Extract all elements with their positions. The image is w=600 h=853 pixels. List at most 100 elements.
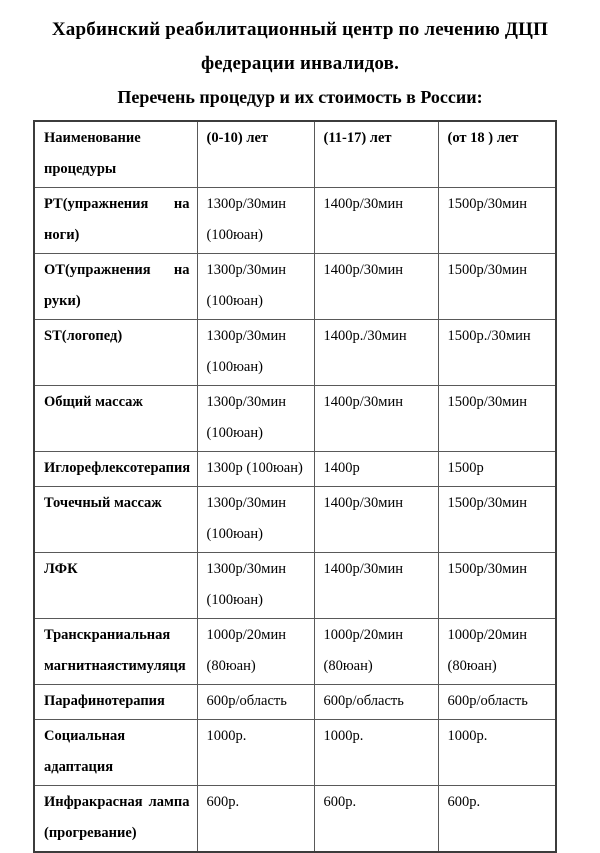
procedure-cell: Инфракрасная лампа (прогревание) bbox=[33, 785, 198, 853]
price-cell-age-11-17: 1400р bbox=[313, 451, 439, 487]
price-cell-age-0-10: 1300р/30мин (100юан) bbox=[196, 552, 315, 619]
price-cell-age-11-17: 1400р/30мин bbox=[313, 552, 439, 619]
cell-line: (100юан) bbox=[206, 425, 263, 441]
cell-line: руки) bbox=[44, 293, 81, 309]
procedure-cell: Транскраниальная магнитнаястимуляця bbox=[33, 618, 198, 685]
cell-line: 1400р/30мин bbox=[323, 561, 403, 577]
price-cell-age-18-plus: 1500р/30мин bbox=[437, 486, 557, 553]
procedure-cell: ОТ(упражнения на руки) bbox=[33, 253, 198, 320]
cell-line: (80юан) bbox=[206, 658, 256, 674]
cell-line: 1500р/30мин bbox=[447, 262, 527, 278]
procedure-cell: Парафинотерапия bbox=[33, 684, 198, 720]
cell-line: (прогревание) bbox=[44, 825, 137, 841]
cell-line: 1000р/20мин bbox=[323, 627, 403, 643]
column-header-age-11-17: (11-17) лет bbox=[313, 120, 439, 188]
header-row: Наименование процедуры (0-10) лет (11-17) л… bbox=[33, 120, 557, 188]
price-cell-age-18-plus: 600р. bbox=[437, 785, 557, 853]
cell-line: 1300р (100юан) bbox=[206, 460, 303, 476]
price-cell-age-11-17: 1400р/30мин bbox=[313, 385, 439, 452]
cell-line: 600р. bbox=[206, 794, 240, 810]
cell-line: 1500р./30мин bbox=[447, 328, 531, 344]
cell-line: 1500р/30мин bbox=[447, 196, 527, 212]
table-row: ОТ(упражнения на руки) 1300р/30мин (100юан)… bbox=[33, 253, 557, 320]
table-row: Парафинотерапия 600р/область 600р/область 6… bbox=[33, 684, 557, 720]
price-cell-age-11-17: 1000р/20мин (80юан) bbox=[313, 618, 439, 685]
page-subtitle: Перечень процедур и их стоимость в Росси… bbox=[117, 87, 483, 107]
cell-line: 1400р/30мин bbox=[323, 495, 403, 511]
price-cell-age-11-17: 1400р/30мин bbox=[313, 486, 439, 553]
cell-line: 1000р/20мин bbox=[447, 627, 527, 643]
table-row: Иглорефлексотерапия 1300р (100юан) 1400р 15… bbox=[33, 451, 557, 487]
cell-line: 1500р bbox=[447, 460, 484, 476]
cell-line: РТ(упражнения на bbox=[44, 196, 190, 212]
cell-line: Общий массаж bbox=[44, 394, 143, 410]
cell-line: (80юан) bbox=[447, 658, 497, 674]
price-cell-age-18-plus: 1000р/20мин (80юан) bbox=[437, 618, 557, 685]
price-cell-age-0-10: 600р. bbox=[196, 785, 315, 853]
procedure-cell: РТ(упражнения на ноги) bbox=[33, 187, 198, 254]
cell-line: (100юан) bbox=[206, 359, 263, 375]
price-cell-age-18-plus: 1500р/30мин bbox=[437, 253, 557, 320]
cell-line: 1300р/30мин bbox=[206, 196, 286, 212]
table-row: ST(логопед) 1300р/30мин (100юан) 1400р./30м… bbox=[33, 319, 557, 386]
cell-line: Точечный массаж bbox=[44, 495, 162, 511]
cell-line: 600р/область bbox=[206, 693, 287, 709]
cell-line: 1300р/30мин bbox=[206, 561, 286, 577]
cell-line: 1300р/30мин bbox=[206, 262, 286, 278]
cell-line: ST(логопед) bbox=[44, 328, 123, 344]
cell-line: ОТ(упражнения на bbox=[44, 262, 190, 278]
price-table: Наименование процедуры (0-10) лет (11-17) л… bbox=[33, 120, 557, 853]
table-row: РТ(упражнения на ноги) 1300р/30мин (100юан)… bbox=[33, 187, 557, 254]
cell-line: 1400р./30мин bbox=[323, 328, 407, 344]
cell-line: 1400р bbox=[323, 460, 360, 476]
price-cell-age-18-plus: 600р/область bbox=[437, 684, 557, 720]
cell-line: 1300р/30мин bbox=[206, 328, 286, 344]
cell-line: (100юан) bbox=[206, 293, 263, 309]
cell-line: (100юан) bbox=[206, 227, 263, 243]
price-cell-age-11-17: 600р/область bbox=[313, 684, 439, 720]
cell-line: 600р. bbox=[447, 794, 481, 810]
cell-line: Социальная bbox=[44, 728, 126, 744]
cell-line: 1400р/30мин bbox=[323, 262, 403, 278]
cell-line: 600р/область bbox=[323, 693, 404, 709]
table-row: Инфракрасная лампа (прогревание) 600р. 600р… bbox=[33, 785, 557, 853]
price-cell-age-0-10: 1300р/30мин (100юан) bbox=[196, 385, 315, 452]
table-row: Транскраниальная магнитнаястимуляця 1000р/… bbox=[33, 618, 557, 685]
cell-line: ноги) bbox=[44, 227, 80, 243]
page-title-line2: федерации инвалидов. bbox=[200, 53, 400, 74]
cell-line: адаптация bbox=[44, 759, 114, 775]
price-cell-age-0-10: 1000р/20мин (80юан) bbox=[196, 618, 315, 685]
procedure-cell: ST(логопед) bbox=[33, 319, 198, 386]
price-cell-age-18-plus: 1500р./30мин bbox=[437, 319, 557, 386]
price-cell-age-0-10: 1300р (100юан) bbox=[196, 451, 315, 487]
procedure-cell: Иглорефлексотерапия bbox=[33, 451, 198, 487]
cell-line: Парафинотерапия bbox=[44, 693, 165, 709]
price-cell-age-0-10: 1300р/30мин (100юан) bbox=[196, 253, 315, 320]
price-cell-age-11-17: 1000р. bbox=[313, 719, 439, 786]
price-cell-age-0-10: 1300р/30мин (100юан) bbox=[196, 486, 315, 553]
procedure-cell: ЛФК bbox=[33, 552, 198, 619]
table-row: ЛФК 1300р/30мин (100юан) 1400р/30мин 1500р/3… bbox=[33, 552, 557, 619]
cell-line: (от 18 ) лет bbox=[447, 130, 519, 146]
price-cell-age-0-10: 1300р/30мин (100юан) bbox=[196, 187, 315, 254]
cell-line: 600р. bbox=[323, 794, 357, 810]
cell-line: 1500р/30мин bbox=[447, 495, 527, 511]
procedure-cell: Социальная адаптация bbox=[33, 719, 198, 786]
cell-line: 1000р. bbox=[323, 728, 364, 744]
column-header-age-0-10: (0-10) лет bbox=[196, 120, 315, 188]
cell-line: 1000р. bbox=[206, 728, 247, 744]
cell-line: магнитнаястимуляця bbox=[44, 658, 186, 674]
cell-line: (11-17) лет bbox=[323, 130, 392, 146]
price-cell-age-11-17: 1400р/30мин bbox=[313, 187, 439, 254]
table-row: Общий массаж 1300р/30мин (100юан) 1400р/30м… bbox=[33, 385, 557, 452]
price-cell-age-0-10: 1300р/30мин (100юан) bbox=[196, 319, 315, 386]
price-cell-age-0-10: 600р/область bbox=[196, 684, 315, 720]
cell-line: (80юан) bbox=[323, 658, 373, 674]
price-cell-age-18-plus: 1500р/30мин bbox=[437, 187, 557, 254]
column-header-age-18-plus: (от 18 ) лет bbox=[437, 120, 557, 188]
column-header-procedure: Наименование процедуры bbox=[33, 120, 198, 188]
price-cell-age-0-10: 1000р. bbox=[196, 719, 315, 786]
price-cell-age-11-17: 1400р/30мин bbox=[313, 253, 439, 320]
cell-line: 1500р/30мин bbox=[447, 561, 527, 577]
price-cell-age-18-plus: 1000р. bbox=[437, 719, 557, 786]
